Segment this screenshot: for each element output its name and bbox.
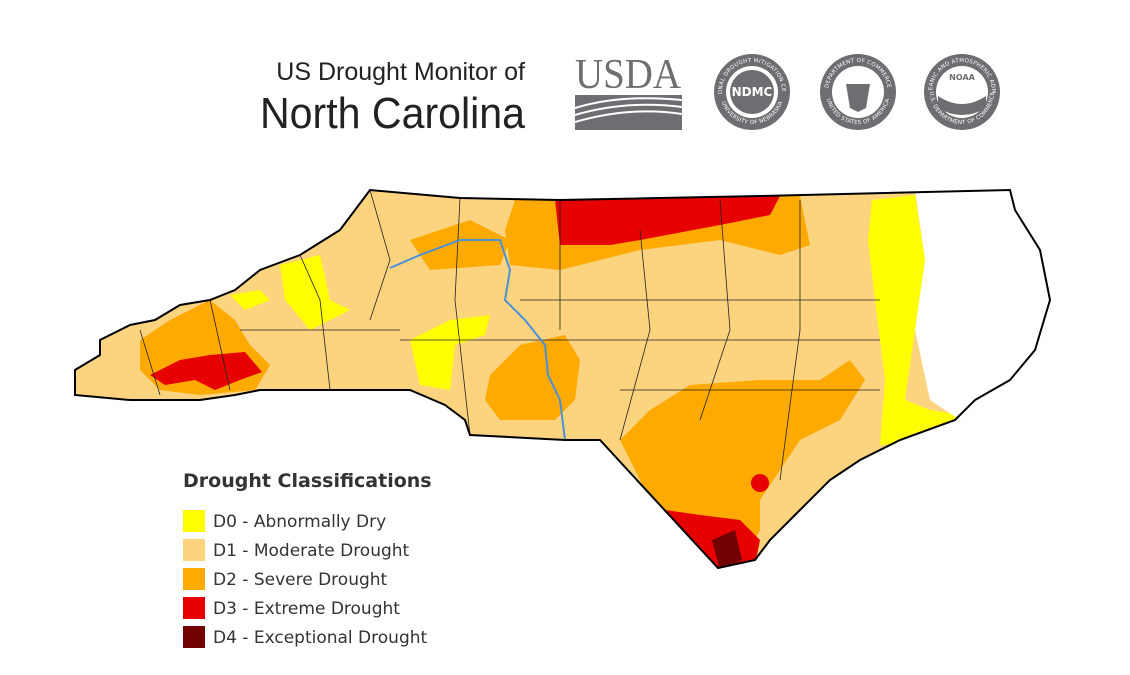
legend-title: Drought Classifications (183, 470, 432, 492)
legend-swatch (183, 597, 205, 619)
drought-area (150, 352, 262, 390)
commerce-logo: DEPARTMENT OF COMMERCE UNITED STATES OF … (820, 54, 896, 130)
legend-swatch (183, 510, 205, 532)
drought-area (868, 195, 960, 445)
drought-area (485, 335, 580, 420)
drought-area (410, 315, 490, 390)
drought-area (712, 530, 742, 568)
state-map (75, 190, 1050, 568)
drought-area (555, 196, 780, 245)
legend-label: D3 - Extreme Drought (213, 599, 400, 619)
usda-logo: USDA (574, 52, 683, 130)
legend-swatch (183, 539, 205, 561)
title-line1: US Drought Monitor of (276, 58, 525, 86)
legend-label: D4 - Exceptional Drought (213, 628, 428, 648)
drought-area (280, 255, 350, 330)
legend: Drought Classifications D0 - Abnormally … (183, 470, 432, 648)
drought-area (230, 290, 270, 310)
noaa-label: NOAA (949, 73, 975, 82)
drought-area (410, 220, 510, 270)
usda-text: USDA (575, 52, 682, 98)
ndmc-label: NDMC (732, 85, 773, 99)
legend-swatch (183, 626, 205, 648)
drought-area (751, 474, 769, 492)
legend-label: D0 - Abnormally Dry (213, 512, 386, 532)
title-line2: North Carolina (260, 89, 525, 138)
legend-swatch (183, 568, 205, 590)
legend-label: D1 - Moderate Drought (213, 541, 410, 561)
legend-label: D2 - Severe Drought (213, 570, 388, 590)
